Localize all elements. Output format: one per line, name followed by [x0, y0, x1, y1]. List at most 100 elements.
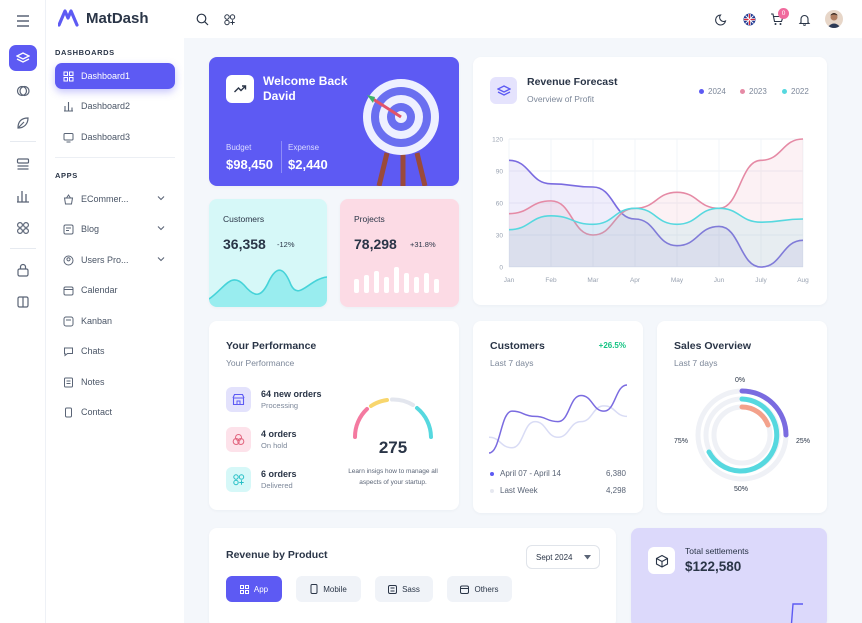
sales-label-right: 25%: [796, 438, 811, 445]
user-icon: [63, 255, 74, 265]
sales-overview-subtitle: Last 7 days: [674, 358, 718, 368]
sidebar-item-label: Contact: [81, 407, 113, 417]
sales-overview-card: Sales Overview Last 7 days 0% 25% 50% 75…: [657, 321, 827, 513]
customers-week-row-last: Last Week 4,298: [490, 486, 626, 495]
sidebar: MatDash DASHBOARDS Dashboard1 Dashboard2…: [46, 0, 184, 623]
sidebar-item-dashboard3[interactable]: Dashboard3: [55, 124, 175, 150]
apps-icon[interactable]: [221, 11, 237, 27]
customers-week-change: +26.5%: [598, 341, 626, 350]
sidebar-item-label: Kanban: [81, 316, 113, 326]
store-icon: [226, 387, 251, 412]
expense-label: Expense: [288, 143, 320, 152]
gauge-caption: Learn insigs how to manage all aspects o…: [348, 468, 438, 486]
revenue-product-card: Revenue by Product Sept 2024 App Mobile …: [209, 528, 616, 623]
layers-icon[interactable]: [9, 45, 37, 71]
menu-icon[interactable]: [9, 8, 37, 34]
section-dashboards: DASHBOARDS: [55, 48, 115, 57]
kanban-icon: [63, 316, 74, 326]
sidebar-item-label: Blog: [81, 224, 100, 234]
brand-name: MatDash: [86, 9, 149, 27]
lock-icon[interactable]: [9, 257, 37, 283]
bar-chart-icon: [64, 101, 73, 112]
bell-icon[interactable]: [796, 11, 812, 27]
blog-icon: [63, 224, 74, 234]
sales-radial-chart: [695, 388, 789, 482]
sidebar-item-users-profile[interactable]: Users Pro...: [55, 247, 175, 273]
customers-week-row-current: April 07 - April 14 6,380: [490, 469, 626, 478]
projects-mini-change: +31.8%: [410, 240, 436, 249]
y-tick-label: 90: [496, 169, 504, 176]
coins-icon[interactable]: [9, 78, 37, 104]
performance-gauge: [352, 397, 433, 439]
legend-2023[interactable]: 2023: [740, 87, 767, 96]
moon-icon[interactable]: [713, 11, 729, 27]
revenue-forecast-card: Revenue Forecast Overview of Profit 2024…: [473, 57, 827, 305]
series-line-2024: [508, 159, 804, 268]
brand-logo[interactable]: MatDash: [58, 9, 149, 27]
sidebar-item-label: Notes: [81, 377, 105, 387]
sales-label-left: 75%: [674, 438, 689, 445]
caret-down-icon: [584, 555, 591, 560]
sidebar-item-label: Chats: [81, 346, 105, 356]
customers-sparkline: [209, 269, 327, 307]
legend-2024[interactable]: 2024: [699, 87, 726, 96]
x-tick-label: Jan: [504, 277, 515, 284]
settlements-label: Total settlements: [685, 546, 749, 556]
search-icon[interactable]: [194, 11, 210, 27]
sidebar-item-kanban[interactable]: Kanban: [55, 308, 175, 334]
projects-mini-label: Projects: [354, 214, 385, 224]
grid-icon: [239, 584, 249, 594]
x-tick-label: July: [755, 277, 767, 284]
legend-2022[interactable]: 2022: [782, 87, 809, 96]
leaf-icon[interactable]: [9, 110, 37, 136]
sidebar-item-contact[interactable]: Contact: [55, 399, 175, 425]
folder-icon: [460, 585, 470, 594]
layout-icon[interactable]: [9, 151, 37, 177]
monitor-icon: [63, 132, 74, 142]
budget-label: Budget: [226, 143, 252, 152]
sidebar-item-label: Calendar: [81, 285, 118, 295]
sidebar-item-calendar[interactable]: Calendar: [55, 277, 175, 303]
area-2023: [509, 139, 803, 267]
sidebar-item-dashboard1[interactable]: Dashboard1: [55, 63, 175, 89]
series-line-2023: [508, 138, 804, 236]
tab-sass[interactable]: Sass: [375, 576, 433, 602]
sidebar-item-notes[interactable]: Notes: [55, 369, 175, 395]
tab-app[interactable]: App: [226, 576, 282, 602]
chart-icon[interactable]: [9, 183, 37, 209]
projects-mini-value: 78,298: [354, 236, 397, 252]
avatar[interactable]: [825, 10, 843, 28]
welcome-card: Welcome Back David Budget $98,450 Expens…: [209, 57, 459, 186]
month-select[interactable]: Sept 2024: [526, 545, 600, 569]
book-icon[interactable]: [9, 289, 37, 315]
x-tick-label: Jun: [714, 277, 725, 284]
layers-icon: [490, 77, 517, 104]
customers-week-chart: [488, 384, 628, 454]
revenue-forecast-subtitle: Overview of Profit: [527, 94, 595, 104]
sidebar-item-dashboard2[interactable]: Dashboard2: [55, 93, 175, 119]
calendar-icon: [63, 286, 74, 295]
chevron-down-icon: [157, 257, 165, 262]
uk-flag-icon[interactable]: [741, 11, 757, 27]
perf-row-processing: 64 new orders Processing: [226, 387, 322, 412]
settlements-line: [790, 603, 803, 623]
brand-icon: [58, 9, 79, 27]
sidebar-item-chats[interactable]: Chats: [55, 338, 175, 364]
sales-overview-title: Sales Overview: [674, 340, 752, 352]
sidebar-item-label: Dashboard3: [81, 132, 131, 142]
cart-badge: 0: [778, 8, 789, 19]
customers-mini-value: 36,358: [223, 236, 266, 252]
sales-label-bottom: 50%: [734, 486, 749, 493]
tab-mobile[interactable]: Mobile: [296, 576, 361, 602]
sidebar-item-blog[interactable]: Blog: [55, 216, 175, 242]
chevron-down-icon: [157, 226, 165, 231]
tab-others[interactable]: Others: [447, 576, 512, 602]
avatar-image: [827, 13, 841, 28]
section-apps: APPS: [55, 171, 78, 180]
performance-subtitle: Your Performance: [226, 358, 295, 368]
grid-icon: [63, 71, 74, 81]
sidebar-item-ecommerce[interactable]: ECommer...: [55, 186, 175, 212]
apps-icon[interactable]: [9, 215, 37, 241]
customers-mini-label: Customers: [223, 214, 265, 224]
box-icon: [648, 547, 675, 574]
